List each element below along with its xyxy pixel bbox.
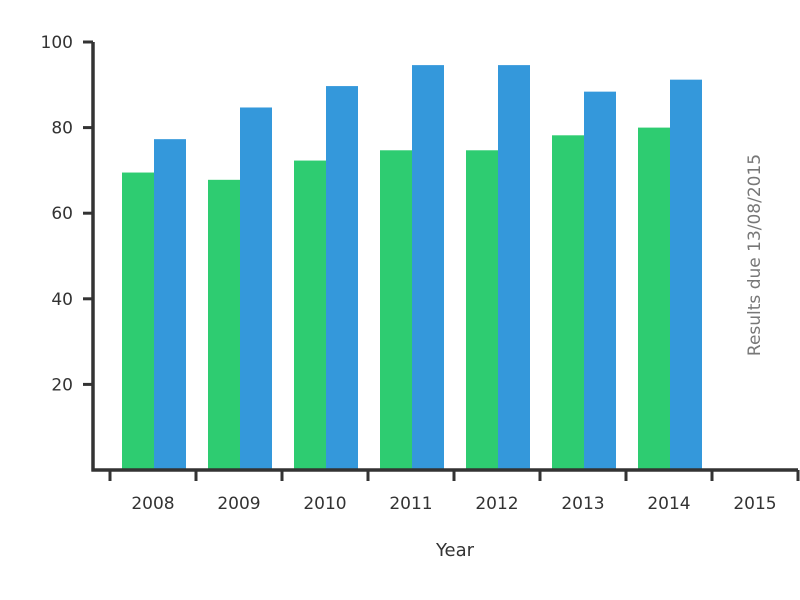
y-ticks-group: 20 40 60 80 100 bbox=[41, 33, 93, 395]
x-tick-label: 2008 bbox=[131, 494, 174, 514]
series-1-bar bbox=[122, 172, 154, 471]
series-2-bar bbox=[498, 65, 530, 470]
y-tick-label: 20 bbox=[51, 375, 73, 395]
series-2-bar bbox=[412, 65, 444, 470]
y-tick-label: 100 bbox=[41, 33, 73, 53]
series-2-bar bbox=[584, 91, 616, 470]
x-tick-label: 2014 bbox=[647, 494, 690, 514]
series-2-bar bbox=[154, 139, 186, 470]
y-tick-label: 60 bbox=[51, 204, 73, 224]
x-axis-title: Year bbox=[435, 540, 475, 561]
series-2-bar bbox=[670, 79, 702, 470]
series-1-bar bbox=[294, 160, 326, 470]
series-2-bar bbox=[326, 86, 358, 471]
y-tick-label: 80 bbox=[51, 119, 73, 139]
series-1-bar bbox=[552, 135, 584, 470]
bars-group bbox=[122, 65, 702, 471]
y-tick-label: 40 bbox=[51, 290, 73, 310]
x-tick-label: 2013 bbox=[561, 494, 604, 514]
x-tick-label: 2012 bbox=[475, 494, 518, 514]
series-1-bar bbox=[466, 150, 498, 470]
series-2-bar bbox=[240, 107, 272, 470]
series-1-bar bbox=[208, 179, 240, 471]
series-1-bar bbox=[380, 150, 412, 470]
x-ticks-group: 2008 2009 2010 2011 2012 2013 2014 2015 bbox=[108, 470, 800, 514]
x-tick-label: 2010 bbox=[303, 494, 346, 514]
results-due-annotation: Results due 13/08/2015 bbox=[745, 154, 765, 356]
x-tick-label: 2011 bbox=[389, 494, 432, 514]
series-1-bar bbox=[638, 127, 670, 470]
x-tick-label: 2009 bbox=[217, 494, 260, 514]
x-tick-label: 2015 bbox=[733, 494, 776, 514]
